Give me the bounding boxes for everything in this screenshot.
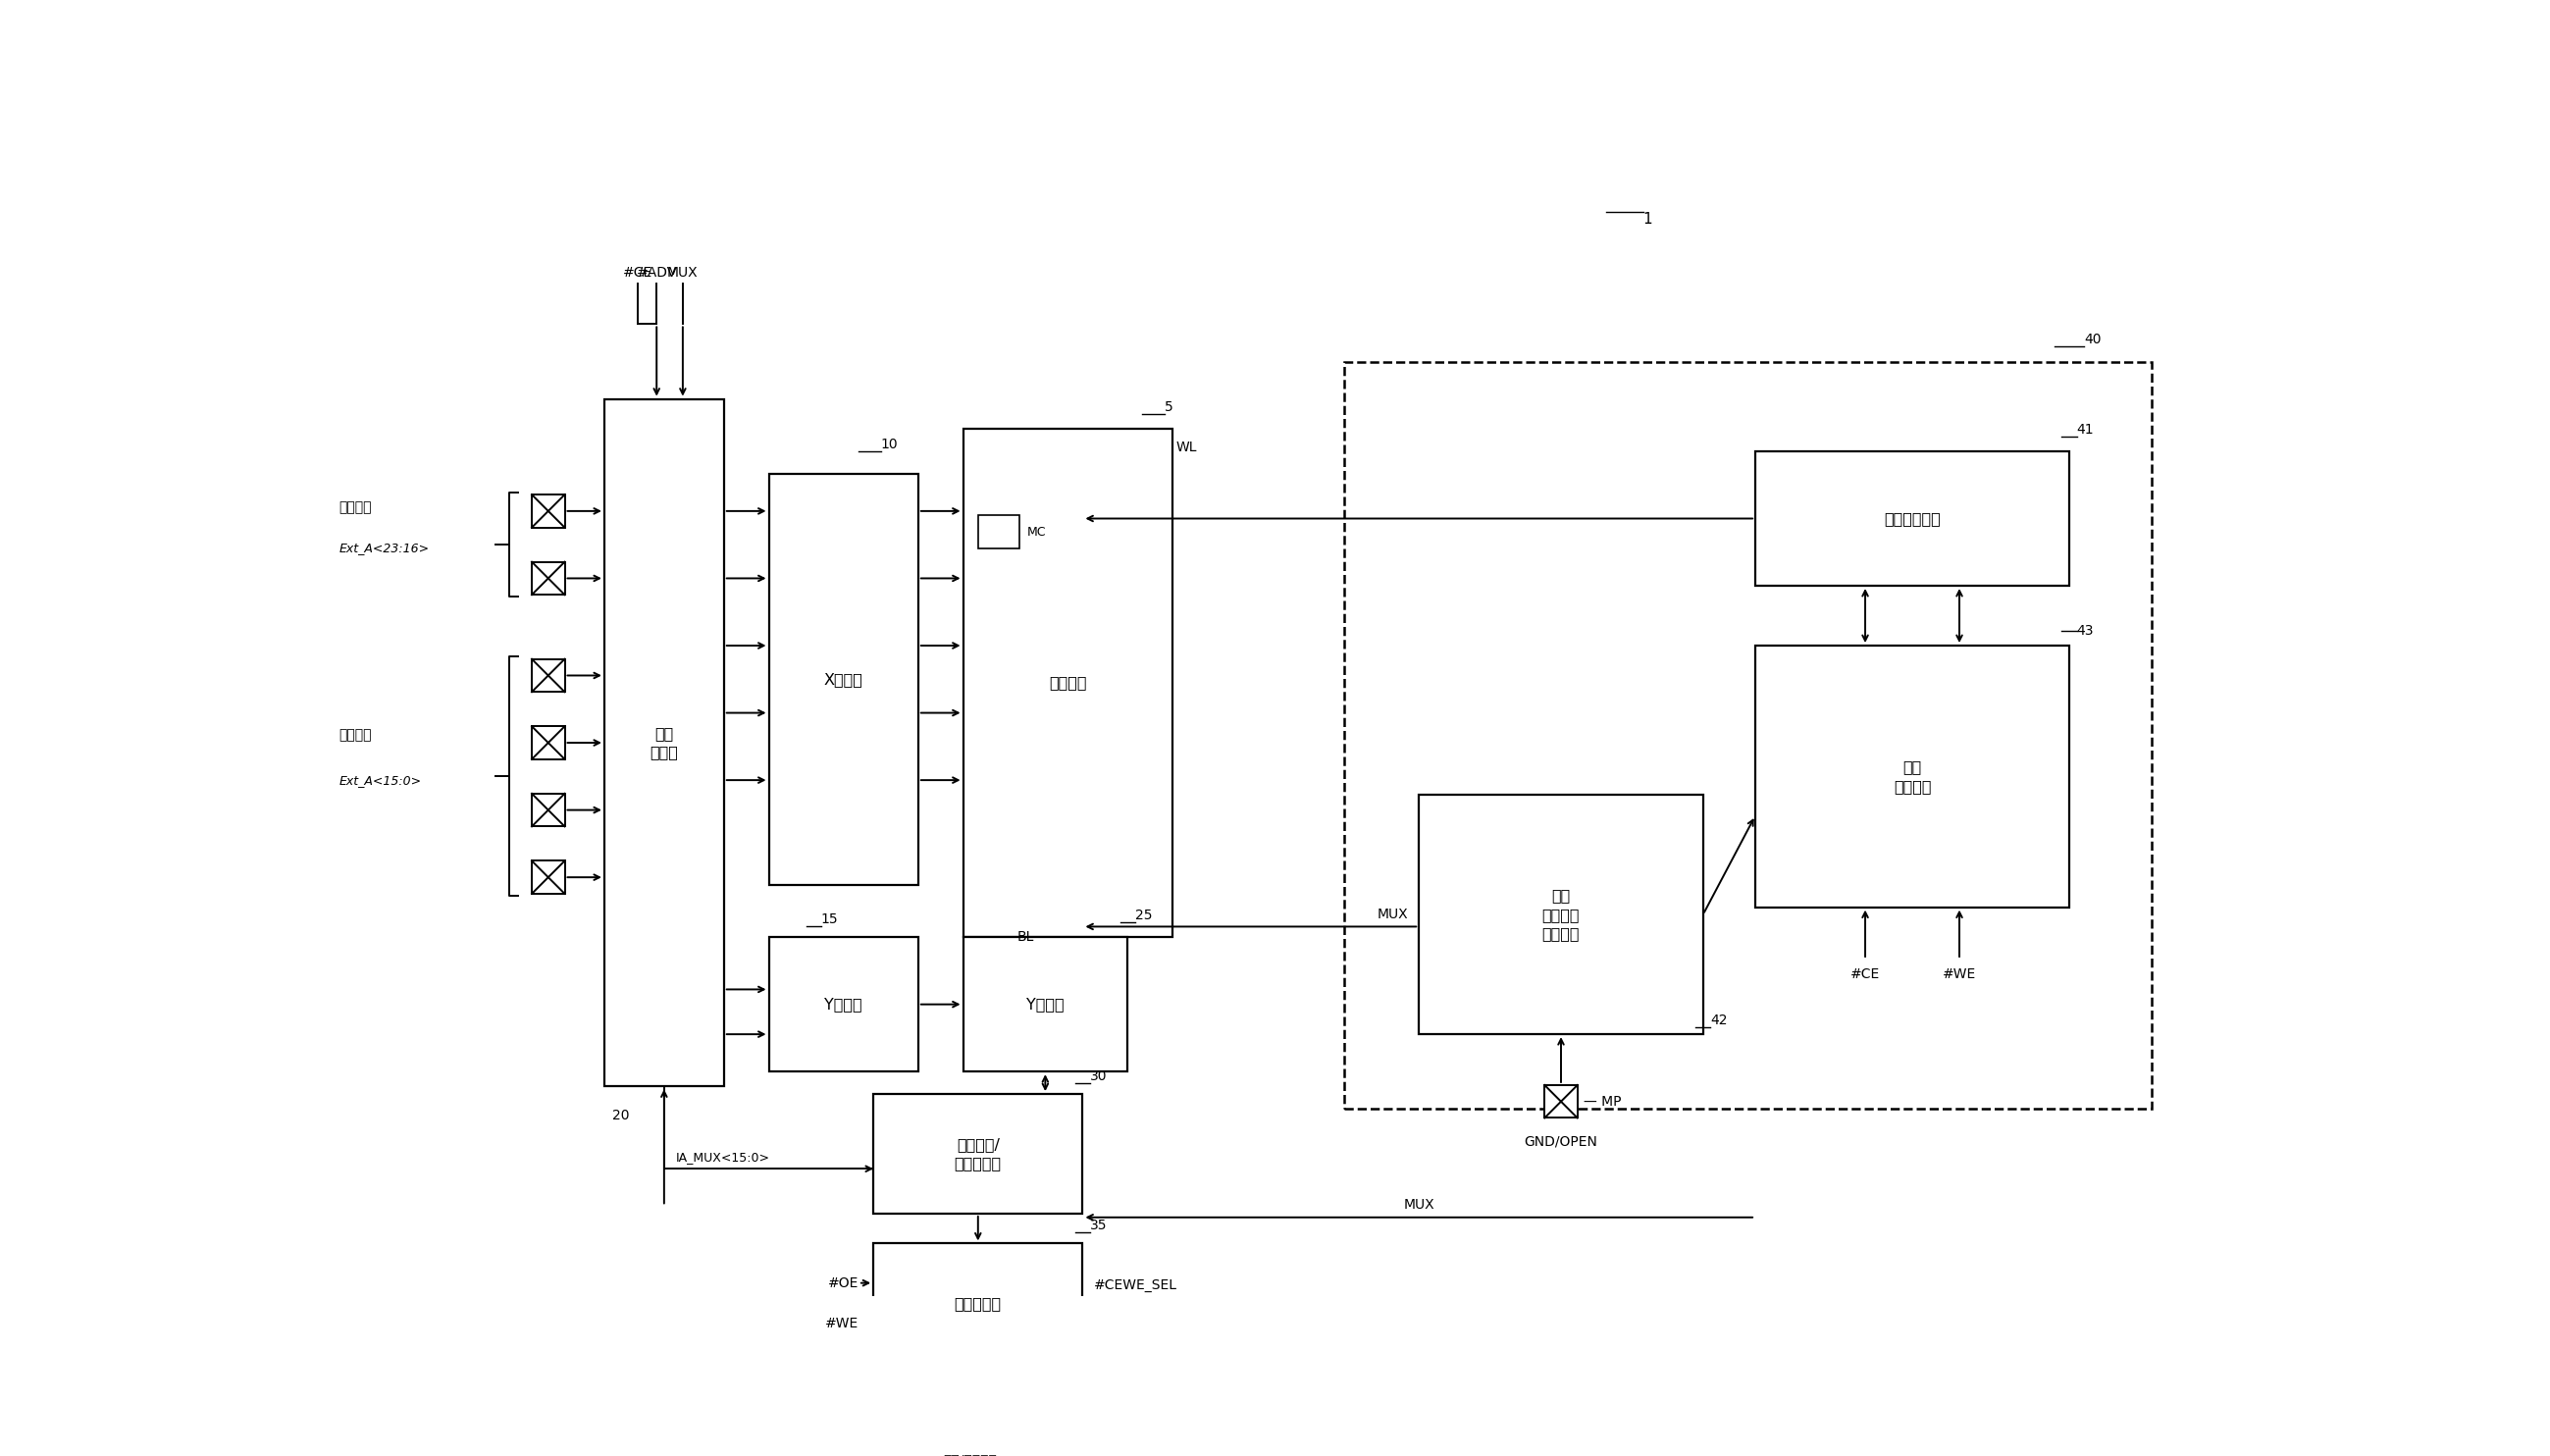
Text: 40: 40: [2083, 333, 2101, 347]
Bar: [533, 860, 564, 894]
Bar: [954, 1392, 987, 1424]
Text: 指令
控制电路: 指令 控制电路: [1895, 760, 1930, 794]
Text: MUX: MUX: [1377, 907, 1408, 922]
Bar: [872, 1243, 1084, 1363]
Text: MUX: MUX: [668, 265, 699, 280]
Bar: [533, 794, 564, 827]
Text: 10: 10: [880, 437, 898, 451]
Bar: [880, 1392, 913, 1424]
Text: X解码器: X解码器: [824, 671, 862, 687]
Bar: [1545, 1085, 1578, 1118]
Text: Y解码器: Y解码器: [824, 997, 862, 1012]
Text: WL: WL: [1176, 440, 1196, 454]
Bar: [533, 660, 564, 692]
Bar: [992, 1392, 1025, 1424]
Text: 写驱动器/
读出放大器: 写驱动器/ 读出放大器: [954, 1137, 1002, 1171]
Bar: [768, 938, 918, 1072]
Bar: [768, 473, 918, 885]
Text: MC: MC: [1028, 526, 1046, 539]
Text: 25: 25: [1135, 909, 1153, 922]
Bar: [1754, 645, 2068, 907]
Text: Ext_A<15:0>: Ext_A<15:0>: [339, 773, 421, 786]
Bar: [1754, 451, 2068, 585]
Text: Ext_A<23:16>: Ext_A<23:16>: [339, 542, 428, 555]
Text: #WE: #WE: [1943, 967, 1976, 981]
Bar: [533, 727, 564, 759]
Bar: [1418, 795, 1703, 1034]
Text: 存储阵列: 存储阵列: [1048, 676, 1086, 690]
Text: 42: 42: [1711, 1013, 1729, 1026]
Text: 43: 43: [2076, 623, 2094, 638]
Text: 5: 5: [1165, 400, 1173, 414]
Bar: [533, 495, 564, 527]
Text: 地址信号: 地址信号: [339, 501, 372, 514]
Text: #WE: #WE: [824, 1316, 859, 1331]
Text: GND/OPEN: GND/OPEN: [1525, 1136, 1599, 1149]
Text: #CEWE_SEL: #CEWE_SEL: [1094, 1278, 1178, 1291]
Text: #CE: #CE: [1851, 967, 1879, 981]
Text: 30: 30: [1089, 1069, 1107, 1083]
Text: 15: 15: [821, 911, 839, 926]
Text: IA_MUX<15:0>: IA_MUX<15:0>: [676, 1150, 770, 1163]
Text: BL: BL: [1017, 930, 1035, 943]
Bar: [979, 515, 1020, 549]
Text: #CE: #CE: [622, 265, 653, 280]
Bar: [872, 1093, 1084, 1214]
Bar: [964, 938, 1127, 1072]
Text: 地址/数据信号: 地址/数据信号: [944, 1453, 997, 1456]
Text: Y门电路: Y门电路: [1025, 997, 1063, 1012]
Text: — MP: — MP: [1584, 1095, 1622, 1108]
Text: 20: 20: [612, 1109, 630, 1123]
Text: #ADV: #ADV: [638, 265, 676, 280]
Text: #OE: #OE: [829, 1275, 859, 1290]
Bar: [1028, 1392, 1061, 1424]
Text: 1: 1: [1642, 213, 1652, 227]
Text: 地址信号: 地址信号: [339, 728, 372, 743]
Text: 41: 41: [2076, 422, 2094, 437]
Bar: [964, 430, 1173, 938]
Text: 验证控制电路: 验证控制电路: [1884, 511, 1941, 526]
Bar: [533, 562, 564, 594]
Bar: [604, 399, 724, 1086]
Text: 地址
缓冲器: 地址 缓冲器: [650, 725, 678, 760]
Text: 切换
控制信号
生成电路: 切换 控制信号 生成电路: [1543, 888, 1581, 942]
Bar: [1344, 361, 2152, 1109]
Text: 数据缓冲器: 数据缓冲器: [954, 1296, 1002, 1310]
Bar: [915, 1392, 949, 1424]
Text: 35: 35: [1089, 1219, 1107, 1232]
Text: MUX: MUX: [1402, 1198, 1436, 1213]
